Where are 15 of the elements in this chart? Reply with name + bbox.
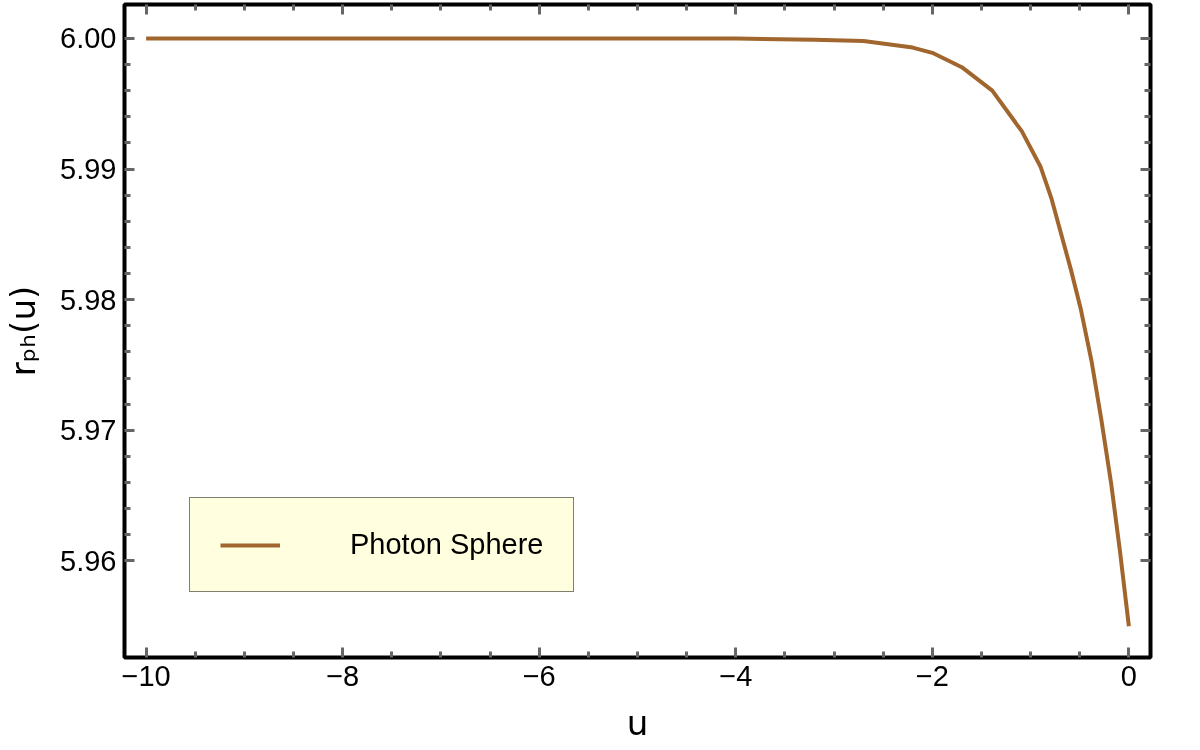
x-tick-label: −8 [326, 659, 360, 692]
y-tick-label: 5.96 [60, 544, 117, 577]
x-tick-label: −10 [121, 659, 171, 692]
y-tick-label: 6.00 [60, 22, 117, 55]
y-tick-label: 5.99 [60, 153, 117, 186]
y-axis-title: rₚₕ(u) [3, 285, 44, 377]
legend-label: Photon Sphere [350, 528, 544, 561]
x-tick-label: 0 [1120, 659, 1137, 692]
x-tick-label: −4 [719, 659, 753, 692]
x-tick-label: −2 [915, 659, 949, 692]
x-axis-title: u [626, 702, 649, 743]
y-tick-label: 5.98 [60, 283, 117, 316]
line-series [144, 36, 1131, 629]
y-tick-label: 5.97 [60, 414, 117, 447]
x-tick-label: −6 [522, 659, 556, 692]
